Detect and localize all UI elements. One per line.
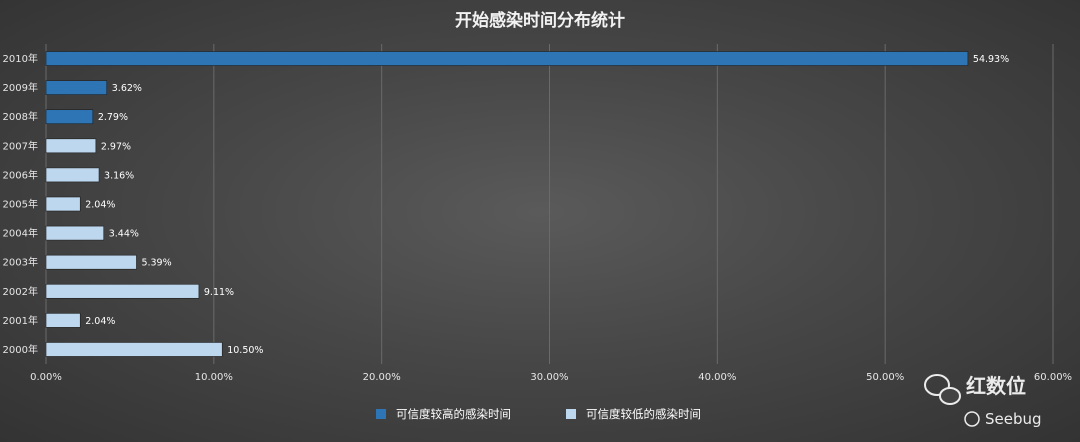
data-label: 3.16% (104, 170, 134, 181)
bar-high-confidence (45, 51, 969, 66)
data-label: 9.11% (204, 287, 234, 298)
data-labels: 54.93% 3.62% 2.79% 2.97% 3.16% 2.04% 3.44% 5.39… (85, 54, 1009, 356)
data-label: 5.39% (141, 258, 171, 269)
data-label: 10.50% (227, 345, 263, 356)
x-tick-label: 30.00% (530, 372, 568, 383)
data-label: 2.79% (98, 112, 128, 123)
y-tick-label: 2010年 (3, 52, 38, 65)
y-tick-label: 2008年 (3, 110, 38, 123)
y-tick-label: 2006年 (3, 168, 38, 181)
x-tick-label: 60.00% (1034, 372, 1072, 383)
watermark: 红数位 Seebug (924, 374, 1042, 428)
data-label: 2.97% (101, 141, 131, 152)
bar-low-confidence (45, 313, 81, 328)
data-label: 3.62% (112, 83, 142, 94)
y-tick-label: 2002年 (3, 285, 38, 298)
gridlines (45, 44, 1054, 364)
legend-swatch-low (566, 409, 576, 419)
chart-title: 开始感染时间分布统计 (455, 10, 625, 31)
y-tick-label: 2003年 (3, 256, 38, 269)
y-tick-label: 2007年 (3, 139, 38, 152)
y-tick-label: 2009年 (3, 81, 38, 94)
bar-low-confidence (45, 342, 223, 357)
legend: 可信度较高的感染时间 可信度较低的感染时间 (376, 407, 701, 421)
bar-low-confidence (45, 167, 100, 183)
bug-icon (964, 411, 980, 427)
bar-low-confidence (45, 283, 200, 299)
data-label: 2.04% (85, 200, 115, 211)
bar-low-confidence (45, 225, 105, 241)
data-label: 3.44% (109, 229, 139, 240)
y-tick-label: 2000年 (3, 343, 38, 356)
legend-label-high: 可信度较高的感染时间 (396, 407, 511, 421)
bars-group (45, 51, 969, 357)
x-tick-label: 40.00% (698, 372, 736, 383)
bar-high-confidence (45, 80, 108, 95)
bar-low-confidence (45, 196, 81, 212)
x-axis-labels: 0.00% 10.00% 20.00% 30.00% 40.00% 50.00% 60.00… (30, 372, 1072, 383)
y-tick-label: 2005年 (3, 198, 38, 211)
data-label: 2.04% (85, 316, 115, 327)
data-label: 54.93% (973, 54, 1009, 65)
wechat-icon (924, 374, 961, 405)
bar-low-confidence (45, 138, 97, 154)
watermark-sub: Seebug (985, 410, 1042, 428)
y-tick-label: 2001年 (3, 314, 38, 327)
x-tick-label: 20.00% (363, 372, 401, 383)
bar-high-confidence (45, 109, 94, 125)
y-axis-labels: 2010年 2009年 2008年 2007年 2006年 2005年 2004年 2003年… (3, 52, 38, 356)
x-tick-label: 0.00% (30, 372, 62, 383)
y-tick-label: 2004年 (3, 227, 38, 240)
x-tick-label: 50.00% (866, 372, 904, 383)
bar-low-confidence (45, 254, 137, 270)
legend-label-low: 可信度较低的感染时间 (586, 407, 701, 421)
legend-swatch-high (376, 409, 386, 419)
x-tick-label: 10.00% (195, 372, 233, 383)
watermark-brand: 红数位 (966, 374, 1026, 398)
